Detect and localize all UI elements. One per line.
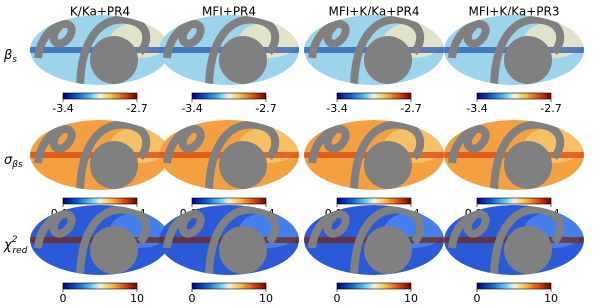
sky-map	[159, 205, 299, 275]
mask-blob	[504, 226, 552, 274]
mask-blob	[504, 141, 552, 189]
mask-band	[34, 120, 151, 190]
colorbar-max-label: -2.7	[400, 102, 421, 115]
colorbar-max-label: 10	[130, 292, 144, 305]
mask-blob	[90, 36, 138, 84]
colorbar-min-label: 0	[60, 292, 67, 305]
colorbar-max-label: -2.7	[126, 102, 147, 115]
mask-blob	[219, 141, 267, 189]
mask-band	[448, 15, 565, 85]
row-sub: s	[12, 55, 17, 65]
sky-map	[444, 15, 584, 85]
mask-blob	[364, 36, 412, 84]
mask-blob	[504, 36, 552, 84]
colorbar-min-label: -3.4	[326, 102, 347, 115]
sky-map	[304, 205, 444, 275]
colorbar-max-label: -2.7	[540, 102, 561, 115]
column-title: MFI+PR4	[202, 5, 256, 19]
colorbar	[62, 282, 138, 290]
colorbar	[336, 197, 412, 205]
column-title: K/Ka+PR4	[70, 5, 130, 19]
colorbar	[336, 282, 412, 290]
sky-map	[304, 15, 444, 85]
row-label: βs	[3, 48, 17, 65]
colorbar-min-label: 0	[474, 292, 481, 305]
colorbar-max-label: 10	[544, 292, 558, 305]
mask-blob	[364, 141, 412, 189]
colorbar	[191, 197, 267, 205]
sky-map	[159, 120, 299, 190]
mask-blob	[90, 226, 138, 274]
sky-map	[444, 205, 584, 275]
mask-band	[163, 205, 280, 275]
row-symbol: σ	[4, 153, 13, 168]
colorbar-min-label: -3.4	[466, 102, 487, 115]
mask-band	[34, 15, 151, 85]
mask-blob	[219, 226, 267, 274]
colorbar	[191, 92, 267, 100]
row-symbol: β	[3, 48, 12, 63]
colorbar	[191, 282, 267, 290]
colorbar	[62, 92, 138, 100]
mask-band	[163, 15, 280, 85]
row-sub: red	[12, 246, 27, 256]
sky-map	[159, 15, 299, 85]
mask-band	[448, 120, 565, 190]
colorbar	[476, 92, 552, 100]
mask-blob	[90, 141, 138, 189]
mask-band	[163, 120, 280, 190]
sky-map	[30, 15, 170, 85]
sky-map	[444, 120, 584, 190]
mask-band	[448, 205, 565, 275]
mask-band	[308, 120, 425, 190]
colorbar-min-label: 0	[334, 292, 341, 305]
sky-map	[30, 120, 170, 190]
sky-map	[30, 205, 170, 275]
colorbar-max-label: 10	[404, 292, 418, 305]
column-title: MFI+K/Ka+PR3	[468, 5, 559, 19]
row-label: χ2 red	[3, 235, 28, 256]
colorbar-min-label: -3.4	[181, 102, 202, 115]
colorbar-min-label: 0	[189, 292, 196, 305]
row-symbol: χ	[3, 238, 13, 253]
mask-blob	[219, 36, 267, 84]
colorbar-min-label: -3.4	[52, 102, 73, 115]
mask-blob	[364, 226, 412, 274]
row-sub: βs	[11, 160, 23, 170]
colorbar-max-label: 10	[259, 292, 273, 305]
mask-band	[308, 205, 425, 275]
colorbar	[476, 197, 552, 205]
row-sup: 2	[12, 235, 18, 245]
row-label: σβs	[4, 153, 23, 170]
mask-band	[34, 205, 151, 275]
colorbar	[336, 92, 412, 100]
mask-band	[308, 15, 425, 85]
column-title: MFI+K/Ka+PR4	[328, 5, 419, 19]
colorbar	[62, 197, 138, 205]
colorbar	[476, 282, 552, 290]
sky-map	[304, 120, 444, 190]
colorbar-max-label: -2.7	[255, 102, 276, 115]
